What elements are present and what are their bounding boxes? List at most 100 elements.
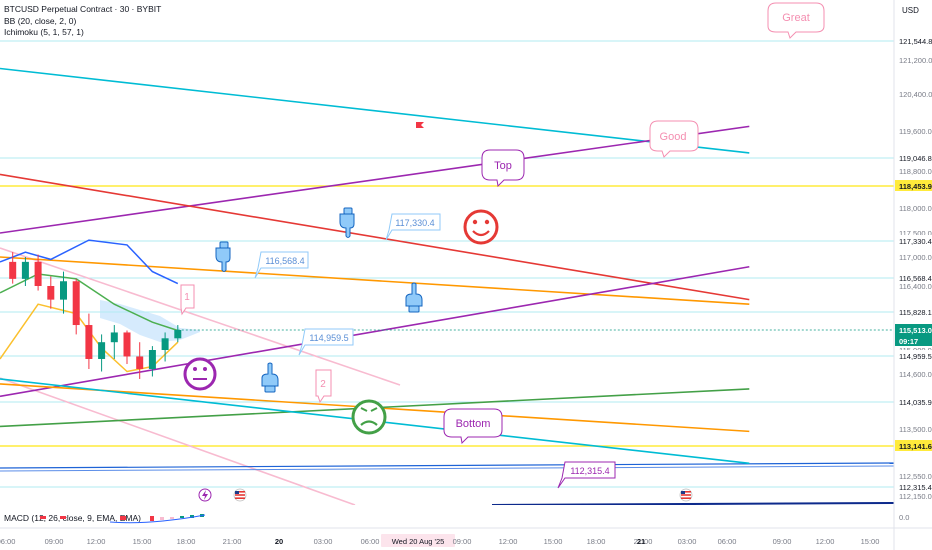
price-tag[interactable]: 114,035.9 [895, 396, 932, 407]
legend-macd[interactable]: MACD (12, 26, close, 9, EMA, EMA) [4, 513, 141, 523]
candle[interactable] [21, 257, 29, 286]
svg-text:115,513.0: 115,513.0 [899, 326, 932, 335]
candle[interactable] [174, 325, 182, 343]
callout-112315[interactable]: 112,315.4 [557, 461, 616, 489]
label-top-text: Top [494, 160, 512, 172]
callout-114959[interactable]: 114,959.5 [298, 328, 354, 356]
price-tick-label: 114,600.0 [899, 370, 932, 379]
time-tick-label: 03:00 [678, 537, 697, 546]
candle[interactable] [136, 342, 144, 379]
price-tick-label: 116,400.0 [899, 282, 932, 291]
time-axis[interactable]: 06:00 09:00 12:00 15:00 18:00 21:00 20 03:00 06:… [0, 534, 879, 547]
time-tick-label: 09:00 [45, 537, 64, 546]
trend-line-3[interactable] [0, 256, 750, 305]
candle[interactable] [60, 271, 67, 314]
time-tick-label: 06:00 [361, 537, 380, 546]
pink-trend-line-2[interactable] [0, 377, 356, 505]
label-one-text: 1 [184, 292, 190, 303]
currency-label: USD [902, 6, 919, 15]
lightning-icon[interactable] [198, 488, 212, 502]
candle[interactable] [161, 332, 169, 362]
candle[interactable] [47, 276, 55, 309]
time-tick-label: 21 [637, 537, 645, 546]
price-tag[interactable]: 112,315.4 [895, 481, 932, 492]
time-tick-label: 18:00 [177, 537, 196, 546]
legend-title[interactable]: BTCUSD Perpetual Contract · 30 · BYBIT [4, 4, 162, 14]
callout-116568[interactable]: 116,568.4 [254, 251, 309, 279]
label-two[interactable]: 2 [315, 369, 332, 404]
smiley-neutral-icon[interactable] [183, 357, 217, 391]
time-tick-label: 12:00 [816, 537, 835, 546]
price-tag[interactable]: 09:17 [895, 335, 932, 346]
candle[interactable] [123, 330, 131, 364]
indicator-line-0[interactable] [0, 239, 179, 285]
label-bottom[interactable]: Bottom [443, 408, 503, 445]
hand-pointing-down-icon[interactable] [339, 207, 355, 238]
label-top[interactable]: Top [481, 149, 525, 188]
svg-text:112,315.4: 112,315.4 [899, 483, 932, 492]
time-tick-label: 09:00 [773, 537, 792, 546]
legend-ichimoku[interactable]: Ichimoku (5, 1, 57, 1) [4, 27, 84, 37]
candle[interactable] [110, 325, 118, 359]
candle[interactable] [9, 252, 17, 284]
time-tick-label: 15:00 [544, 537, 563, 546]
svg-text:117,330.4: 117,330.4 [899, 237, 932, 246]
svg-text:114,035.9: 114,035.9 [899, 398, 932, 407]
price-tag[interactable]: 121,544.8 [895, 35, 932, 46]
time-tick-label: 09:00 [453, 537, 472, 546]
candle[interactable] [98, 334, 106, 372]
trend-line-1[interactable] [0, 125, 750, 234]
chart-legend: BTCUSD Perpetual Contract · 30 · BYBIT B… [4, 4, 161, 39]
price-tick-label: 0.0 [899, 513, 909, 522]
price-tag[interactable]: 117,330.4 [895, 235, 932, 246]
svg-text:115,828.1: 115,828.1 [899, 308, 932, 317]
smiley-happy-icon[interactable] [463, 209, 499, 245]
macd-pane[interactable]: MACD (12, 26, close, 9, EMA, EMA) [4, 513, 206, 524]
label-great[interactable]: Great [767, 2, 825, 39]
svg-text:116,568.4: 116,568.4 [899, 274, 932, 283]
price-tick-label: 112,150.0 [899, 492, 932, 501]
indicator-line-1[interactable] [0, 273, 179, 332]
price-tick-label: 118,000.0 [899, 204, 932, 213]
price-tag[interactable]: 115,828.1 [895, 306, 932, 317]
label-one[interactable]: 1 [180, 284, 195, 316]
svg-text:114,959.5: 114,959.5 [899, 352, 932, 361]
flag-icon[interactable] [416, 122, 424, 128]
callout-117330[interactable]: 117,330.4 [385, 213, 441, 241]
blue-channel-line-1[interactable] [0, 462, 894, 469]
candle[interactable] [72, 278, 80, 335]
hand-pointing-up-icon[interactable] [405, 282, 423, 313]
time-tick-label: 21:00 [634, 537, 653, 546]
candle[interactable] [148, 346, 156, 377]
price-tag[interactable]: 119,046.8 [895, 152, 932, 163]
time-tick-label: 03:00 [314, 537, 333, 546]
trend-line-4[interactable] [0, 265, 750, 398]
candle[interactable] [34, 254, 42, 291]
time-tick-label: 21:00 [223, 537, 242, 546]
candle[interactable] [85, 313, 93, 369]
svg-text:09:17: 09:17 [899, 337, 918, 346]
price-tag[interactable]: 114,959.5 [895, 350, 932, 361]
hand-pointing-down-icon[interactable] [215, 241, 231, 272]
callout-116568-text: 116,568.4 [265, 256, 304, 266]
price-tag[interactable]: 113,141.6 [895, 440, 932, 451]
trend-line-0[interactable] [0, 67, 750, 154]
label-good[interactable]: Good [649, 120, 699, 158]
blue-channel-line-2[interactable] [0, 465, 894, 472]
price-axis[interactable]: 121,200.0 120,400.0 119,600.0 118,800.0 118,… [899, 56, 932, 522]
trend-line-2[interactable] [0, 173, 750, 301]
legend-bb[interactable]: BB (20, close, 2, 0) [4, 15, 77, 26]
price-tag[interactable]: 115,513.0 [895, 324, 932, 335]
svg-text:119,046.8: 119,046.8 [899, 154, 932, 163]
callout-117330-text: 117,330.4 [395, 218, 434, 228]
hand-pointing-up-icon[interactable] [261, 362, 279, 393]
pink-trend-line-1[interactable] [0, 247, 401, 386]
smiley-sad-icon[interactable] [351, 399, 387, 435]
price-tag[interactable]: 116,568.4 [895, 272, 932, 283]
navy-level-line[interactable] [491, 502, 894, 505]
price-tick-label: 118,800.0 [899, 167, 932, 176]
us-flag-icon[interactable] [233, 488, 247, 502]
price-tag[interactable]: 118,453.9 [895, 180, 932, 191]
us-flag-icon[interactable] [679, 488, 693, 502]
